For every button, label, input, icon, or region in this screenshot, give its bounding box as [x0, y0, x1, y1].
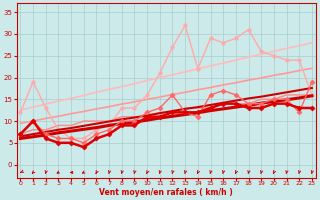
- X-axis label: Vent moyen/en rafales ( km/h ): Vent moyen/en rafales ( km/h ): [99, 188, 233, 197]
